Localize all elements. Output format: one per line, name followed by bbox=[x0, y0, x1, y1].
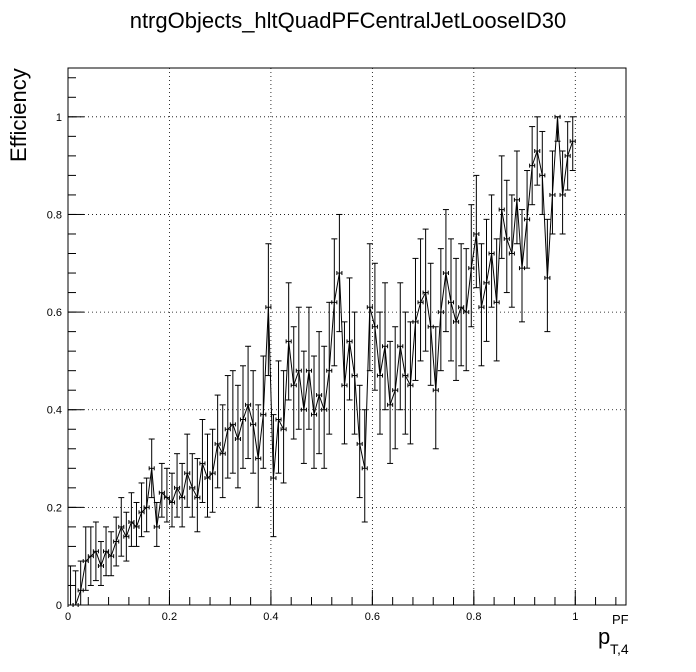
error-bars bbox=[67, 114, 576, 607]
data-point bbox=[199, 418, 206, 503]
data-point bbox=[245, 345, 252, 460]
data-point bbox=[498, 155, 505, 259]
y-tick-label: 1 bbox=[56, 112, 62, 124]
data-point bbox=[305, 306, 312, 430]
y-tick-label: 0.2 bbox=[47, 502, 62, 514]
data-point bbox=[488, 194, 495, 308]
y-tick-label: 0.4 bbox=[47, 405, 62, 417]
data-point bbox=[234, 384, 241, 489]
data-point bbox=[422, 228, 429, 352]
series-line bbox=[70, 116, 574, 606]
data-point bbox=[239, 365, 247, 469]
x-axis-label-sub: T,4 bbox=[610, 641, 629, 657]
x-tick-label: 0.2 bbox=[162, 611, 177, 623]
data-point bbox=[97, 541, 105, 586]
data-point bbox=[295, 306, 302, 430]
y-tick-label: 0 bbox=[56, 600, 62, 612]
data-point bbox=[77, 560, 84, 606]
y-axis-label-wrap: Efficiency bbox=[6, 62, 36, 162]
data-point bbox=[453, 257, 460, 381]
x-tick-label: 0 bbox=[65, 611, 71, 623]
data-point bbox=[229, 370, 236, 474]
tick-labels: 0 0.2 0.4 0.6 0.8 1 0 0.2 0.4 0.6 0.8 1 bbox=[47, 112, 579, 623]
data-point bbox=[513, 150, 520, 245]
data-point bbox=[224, 375, 231, 479]
x-tick-label: 0.4 bbox=[263, 611, 278, 623]
x-axis-label-base: p bbox=[598, 624, 611, 649]
data-point bbox=[316, 331, 323, 455]
data-point bbox=[346, 277, 353, 401]
data-point bbox=[417, 238, 424, 362]
data-point bbox=[412, 257, 419, 381]
x-tick-label: 0.6 bbox=[365, 611, 380, 623]
data-point bbox=[458, 243, 465, 367]
axes bbox=[67, 77, 617, 606]
x-tick-label: 1 bbox=[572, 611, 578, 623]
data-point bbox=[275, 360, 282, 474]
data-point bbox=[174, 453, 181, 518]
y-axis-label: Efficiency bbox=[6, 68, 31, 162]
data-point bbox=[82, 526, 89, 591]
x-axis-label-sup: PF bbox=[612, 612, 629, 627]
y-tick-label: 0.6 bbox=[47, 307, 62, 319]
data-point bbox=[569, 116, 576, 172]
data-point bbox=[204, 433, 211, 518]
chart-title: ntrgObjects_hltQuadPFCentralJetLooseID30 bbox=[129, 8, 567, 33]
x-axis-label: p PF T,4 bbox=[598, 612, 629, 657]
plot-frame bbox=[67, 67, 627, 606]
x-tick-label: 0.8 bbox=[466, 611, 481, 623]
y-tick-label: 0.8 bbox=[47, 209, 62, 221]
